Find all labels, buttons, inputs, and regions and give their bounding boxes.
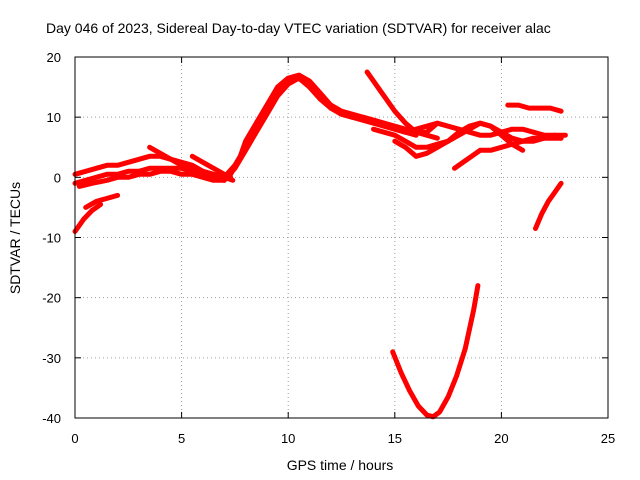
x-tick-label: 20	[494, 431, 508, 446]
series-group	[72, 69, 568, 420]
x-tick-label: 0	[71, 431, 78, 446]
y-tick-label: -30	[42, 351, 61, 366]
y-tick-label: 0	[54, 170, 61, 185]
series-line-arc-10	[371, 120, 568, 150]
y-tick-label: 10	[47, 110, 61, 125]
series-line-arc-6	[72, 201, 104, 234]
tick-labels: 0 5 10 15 20 25 -40 -30 -20 -10 0 10 20	[42, 50, 615, 446]
y-tick-label: -40	[42, 411, 61, 426]
series-line-arc-7	[83, 192, 121, 210]
grid	[75, 57, 608, 418]
series-line-arc-8	[364, 69, 440, 135]
series-line-arc-13	[533, 180, 564, 231]
series-line-arc-2	[72, 75, 419, 186]
series-line-arc-4	[147, 144, 236, 183]
y-tick-label: -10	[42, 231, 61, 246]
series-line-arc-5	[189, 153, 234, 180]
y-tick-label: -20	[42, 291, 61, 306]
x-tick-label: 15	[388, 431, 402, 446]
y-tick-label: 20	[47, 50, 61, 65]
axis-ticks	[74, 56, 609, 419]
x-axis-label: GPS time / hours	[287, 457, 394, 473]
series-line-arc-9	[392, 120, 526, 159]
series-line-arc-14	[390, 283, 481, 420]
series-line-arc-11	[452, 135, 564, 171]
x-tick-label: 10	[281, 431, 295, 446]
series-line-arc-12	[505, 102, 564, 114]
x-tick-label: 25	[601, 431, 615, 446]
x-tick-label: 5	[178, 431, 185, 446]
y-axis-label: SDTVAR / TECUs	[7, 182, 23, 294]
series-line-arc-3	[76, 75, 564, 189]
chart-title: Day 046 of 2023, Sidereal Day-to-day VTE…	[46, 20, 551, 36]
